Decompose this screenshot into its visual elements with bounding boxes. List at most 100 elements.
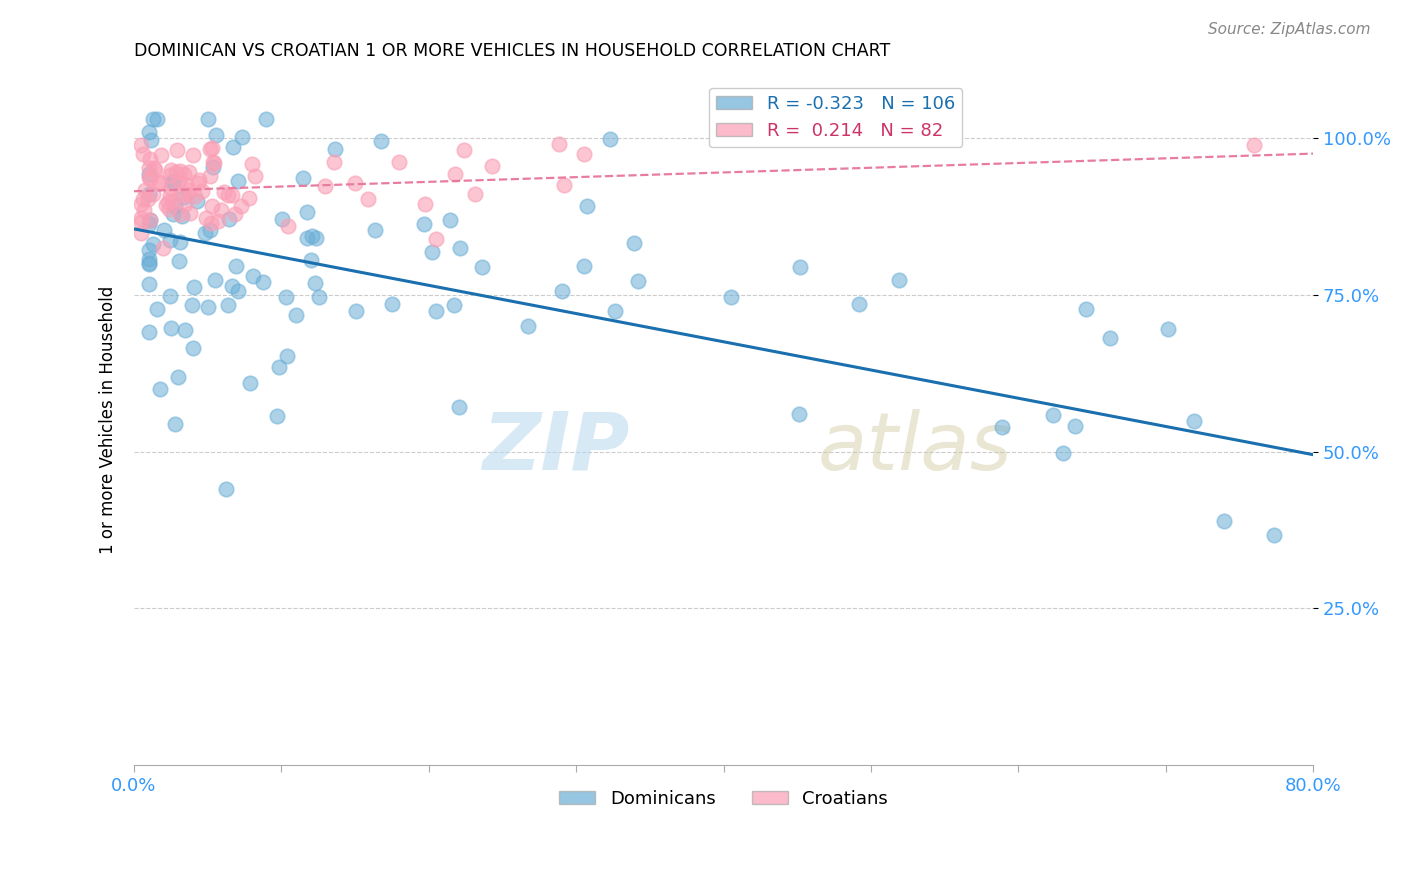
Point xyxy=(181,148,204,162)
Point xyxy=(1052,446,1074,460)
Point xyxy=(138,277,160,291)
Point xyxy=(201,160,224,174)
Point xyxy=(142,237,165,252)
Point xyxy=(139,152,162,166)
Point xyxy=(201,199,224,213)
Point xyxy=(138,218,160,232)
Point xyxy=(142,161,165,176)
Point xyxy=(991,420,1014,434)
Point xyxy=(266,409,288,423)
Point xyxy=(228,284,250,298)
Point xyxy=(225,260,247,274)
Point xyxy=(146,301,169,316)
Point xyxy=(314,178,336,193)
Point xyxy=(471,260,494,274)
Point xyxy=(191,184,214,198)
Point xyxy=(550,284,572,298)
Point xyxy=(173,190,195,204)
Point xyxy=(163,199,186,213)
Point xyxy=(425,303,447,318)
Point xyxy=(449,241,471,255)
Point xyxy=(254,112,277,127)
Point xyxy=(155,198,177,212)
Point xyxy=(162,207,184,221)
Point xyxy=(143,163,166,178)
Point xyxy=(576,199,599,213)
Point xyxy=(1042,408,1064,422)
Point xyxy=(453,143,475,157)
Point xyxy=(197,300,219,314)
Point xyxy=(295,231,318,245)
Point xyxy=(159,233,181,247)
Point xyxy=(516,318,538,333)
Point xyxy=(198,169,221,183)
Point xyxy=(197,112,219,127)
Point xyxy=(131,215,153,229)
Point xyxy=(464,187,486,202)
Point xyxy=(240,157,263,171)
Y-axis label: 1 or more Vehicles in Household: 1 or more Vehicles in Household xyxy=(100,286,117,554)
Point xyxy=(149,383,172,397)
Point xyxy=(224,207,246,221)
Point xyxy=(308,290,330,304)
Point xyxy=(149,175,172,189)
Point xyxy=(574,147,596,161)
Point xyxy=(142,186,165,201)
Point xyxy=(343,176,366,190)
Point xyxy=(136,192,159,206)
Point xyxy=(218,211,240,226)
Point xyxy=(160,180,183,194)
Point xyxy=(153,223,176,237)
Point xyxy=(188,173,211,187)
Point xyxy=(425,232,447,246)
Point xyxy=(131,211,153,225)
Point xyxy=(212,185,235,199)
Point xyxy=(323,142,346,156)
Point xyxy=(1212,514,1234,528)
Point xyxy=(1064,419,1087,434)
Point xyxy=(160,194,183,208)
Point xyxy=(170,188,193,202)
Point xyxy=(187,176,209,190)
Point xyxy=(848,297,870,311)
Point xyxy=(553,178,575,192)
Point xyxy=(131,196,153,211)
Point xyxy=(160,321,183,335)
Point xyxy=(413,197,436,211)
Point xyxy=(138,170,160,185)
Point xyxy=(599,131,621,145)
Point xyxy=(623,235,645,250)
Point xyxy=(276,349,298,363)
Point xyxy=(167,253,190,268)
Point xyxy=(169,207,191,221)
Point xyxy=(291,170,314,185)
Point xyxy=(156,195,179,210)
Point xyxy=(201,154,224,169)
Point xyxy=(142,112,165,127)
Point xyxy=(138,257,160,271)
Point xyxy=(217,188,239,202)
Point xyxy=(131,227,153,241)
Point xyxy=(179,165,201,179)
Point xyxy=(138,325,160,339)
Point xyxy=(173,167,195,181)
Point xyxy=(323,155,346,169)
Point xyxy=(304,276,326,290)
Point xyxy=(387,155,409,169)
Point xyxy=(444,167,467,181)
Point xyxy=(160,175,183,189)
Point xyxy=(138,252,160,266)
Point xyxy=(889,273,911,287)
Point xyxy=(138,167,160,181)
Point xyxy=(134,183,156,197)
Point xyxy=(381,297,404,311)
Point xyxy=(177,187,200,202)
Point xyxy=(165,165,187,179)
Point xyxy=(572,259,595,273)
Point xyxy=(166,143,188,157)
Legend: Dominicans, Croatians: Dominicans, Croatians xyxy=(553,782,896,814)
Point xyxy=(181,341,204,355)
Point xyxy=(176,183,198,197)
Point xyxy=(207,213,229,227)
Point xyxy=(277,219,299,234)
